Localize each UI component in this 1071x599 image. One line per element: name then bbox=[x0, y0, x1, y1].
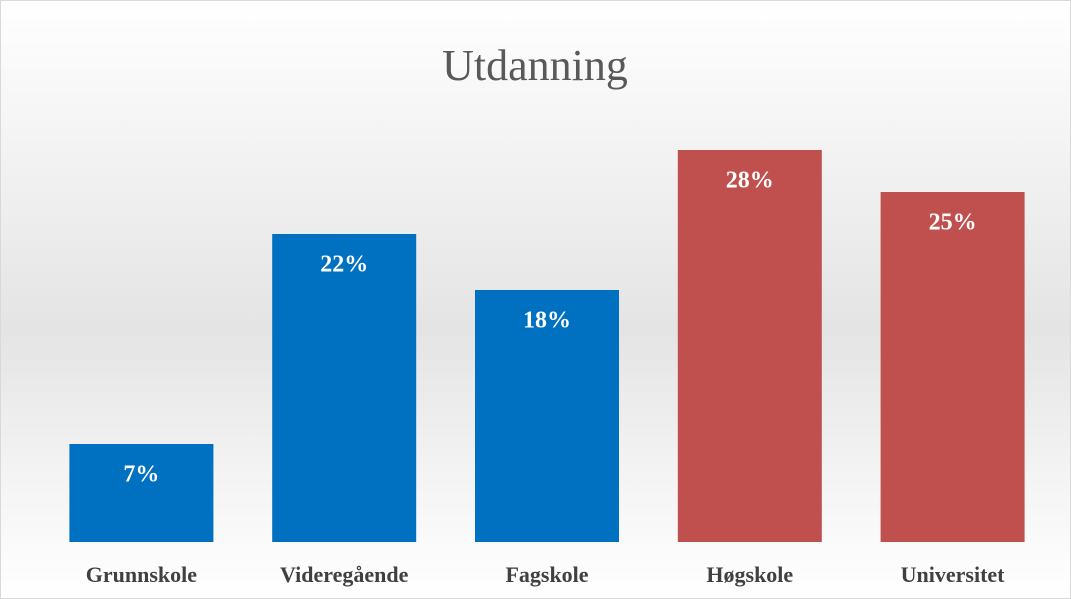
data-label: 22% bbox=[320, 252, 368, 278]
data-label: 18% bbox=[523, 308, 571, 334]
x-tick-label: Fagskole bbox=[505, 562, 588, 587]
bar bbox=[272, 234, 417, 542]
x-tick-label: Grunnskole bbox=[86, 562, 197, 587]
bar bbox=[677, 150, 822, 542]
bar bbox=[69, 444, 214, 542]
bar bbox=[880, 192, 1025, 542]
data-label: 25% bbox=[929, 210, 977, 236]
x-tick-label: Høgskole bbox=[706, 562, 793, 587]
data-label: 7% bbox=[123, 462, 159, 488]
x-tick-label: Videregående bbox=[280, 562, 409, 587]
x-tick-label: Universitet bbox=[901, 562, 1006, 587]
chart-title: Utdanning bbox=[442, 41, 628, 90]
bar bbox=[475, 290, 619, 542]
data-label: 28% bbox=[726, 168, 774, 194]
